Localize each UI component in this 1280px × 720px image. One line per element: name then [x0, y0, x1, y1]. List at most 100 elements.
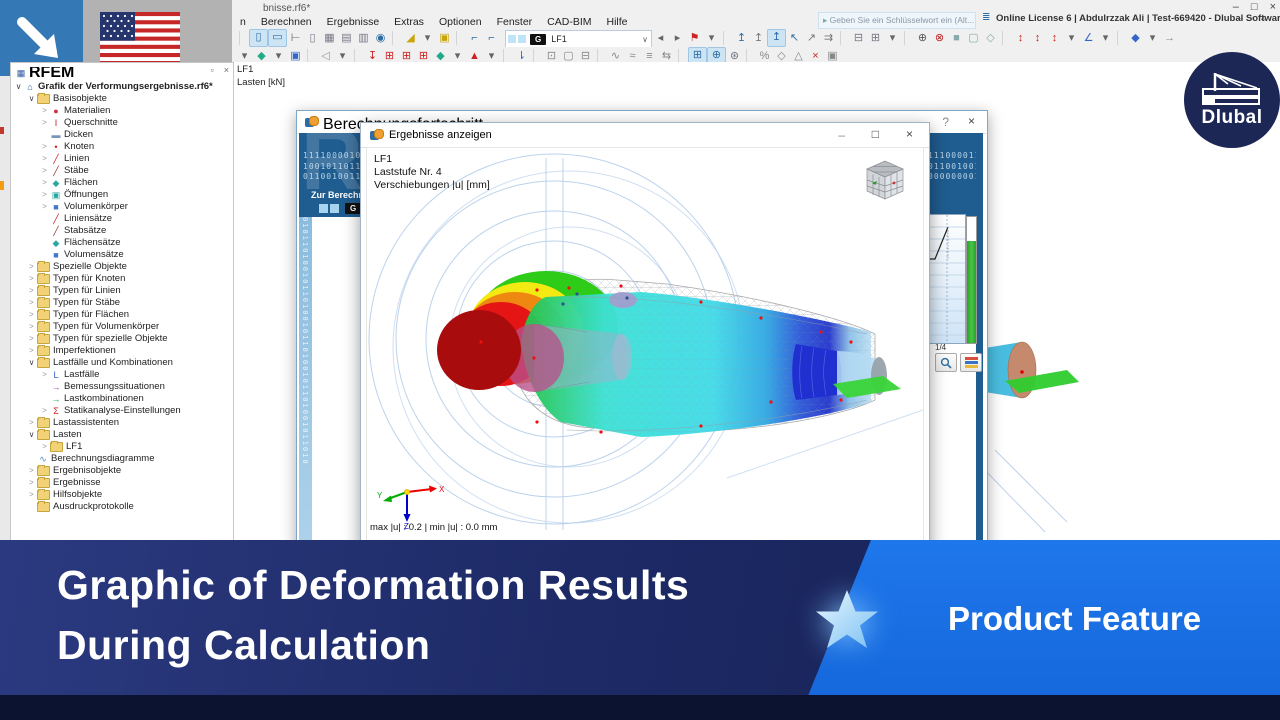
tree-item[interactable]: > Imperfektionen: [13, 345, 229, 357]
tree-chevron-icon[interactable]: >: [29, 262, 34, 271]
toolbar-icon[interactable]: ▯: [309, 32, 316, 44]
toolbar-icon[interactable]: ⊗: [934, 32, 945, 44]
tree-item-label[interactable]: Querschnitte: [64, 117, 118, 128]
toolbar-icon[interactable]: ↧: [367, 50, 378, 62]
tree-item[interactable]: > Hilfsobjekte: [13, 489, 229, 501]
tree-item-label[interactable]: Statikanalyse-Einstellungen: [64, 405, 181, 416]
toolbar-icon[interactable]: ▾: [424, 32, 431, 44]
tree-item[interactable]: > ╱ Linien: [13, 153, 229, 165]
toolbar-icon[interactable]: ◉: [375, 32, 386, 44]
toolbar-icon[interactable]: ⌐: [471, 32, 478, 44]
toolbar-icon[interactable]: ⊟: [853, 32, 864, 44]
tree-item[interactable]: ∨ Lastfälle und Kombinationen: [13, 357, 229, 369]
tree-item-label[interactable]: Typen für Stäbe: [53, 297, 121, 308]
toolbar-icon[interactable]: ▢: [968, 32, 979, 44]
tree-item-label[interactable]: Typen für Knoten: [53, 273, 126, 284]
toolbar-icon[interactable]: ↕: [1051, 32, 1058, 44]
close-icon[interactable]: ×: [1260, 13, 1266, 23]
float-icon[interactable]: ▫: [1250, 13, 1254, 23]
tree-chevron-icon[interactable]: >: [42, 118, 47, 127]
tree-chevron-icon[interactable]: >: [29, 334, 34, 343]
tree-item-label[interactable]: Volumensätze: [64, 249, 124, 260]
toolbar-icon[interactable]: ⊞: [401, 50, 412, 62]
tree-item[interactable]: > Typen für Stäbe: [13, 297, 229, 309]
view-cube-icon[interactable]: [861, 156, 909, 204]
toolbar-icon[interactable]: ◆: [436, 50, 445, 62]
toolbar-icon[interactable]: ⊡: [546, 50, 557, 62]
toolbar-icon[interactable]: ▤: [341, 32, 352, 44]
toolbar-icon[interactable]: ■: [953, 32, 960, 44]
tree-item-label[interactable]: Typen für Volumenkörper: [53, 321, 160, 332]
tree-chevron-icon[interactable]: >: [42, 142, 47, 151]
tree-item[interactable]: ■ Volumensätze: [13, 249, 229, 261]
tree-item[interactable]: > ■ Volumenkörper: [13, 201, 229, 213]
help-icon[interactable]: ?: [942, 115, 949, 129]
dialog-title-bar[interactable]: Ergebnisse anzeigen – □ ×: [361, 123, 929, 148]
tree-chevron-icon[interactable]: >: [29, 418, 34, 427]
tree-item-label[interactable]: Grafik der Verformungsergebnisse.rf6*: [38, 81, 213, 92]
toolbar-icon[interactable]: ◁: [321, 50, 330, 62]
menu-item[interactable]: Berechnen: [260, 16, 312, 28]
toolbar-icon[interactable]: ⌐: [488, 32, 495, 44]
toolbar-icon[interactable]: ◢: [406, 32, 415, 44]
tree-chevron-icon[interactable]: >: [29, 322, 34, 331]
minimize-icon[interactable]: –: [838, 128, 845, 142]
toolbar-icon[interactable]: ▣: [827, 50, 838, 62]
close-icon[interactable]: ×: [1269, 1, 1276, 13]
toolbar-icon[interactable]: △: [794, 50, 803, 62]
tree-item-label[interactable]: LF1: [66, 441, 83, 452]
toolbar-icon[interactable]: ⊕: [917, 32, 928, 44]
tree-item[interactable]: > Typen für Knoten: [13, 273, 229, 285]
tree-item[interactable]: ∿ Berechnungsdiagramme: [13, 453, 229, 465]
toolbar-icon[interactable]: ▣: [439, 32, 450, 44]
toolbar-icon[interactable]: ↕: [1017, 32, 1024, 44]
tree-item-label[interactable]: Lastfälle: [64, 369, 100, 380]
toolbar-icon[interactable]: ⇂: [516, 50, 527, 62]
tree-chevron-icon[interactable]: ∨: [28, 430, 35, 439]
toolbar-icon[interactable]: ↗: [806, 32, 817, 44]
toolbar-icon[interactable]: ⚑: [689, 32, 700, 44]
tree-item[interactable]: > Typen für Flächen: [13, 309, 229, 321]
toolbar-icon[interactable]: ∠: [1083, 32, 1094, 44]
tree-chevron-icon[interactable]: >: [29, 298, 34, 307]
tree-chevron-icon[interactable]: >: [29, 286, 34, 295]
toolbar-icon[interactable]: ⊛: [729, 50, 740, 62]
tree-item[interactable]: > ◆ Flächen: [13, 177, 229, 189]
toolbar-icon[interactable]: ▦: [324, 32, 335, 44]
tree-chevron-icon[interactable]: >: [29, 490, 34, 499]
tree-item-label[interactable]: Flächen: [64, 177, 98, 188]
toolbar-icon[interactable]: ↖: [789, 32, 800, 44]
tree-item-label[interactable]: Liniensätze: [64, 213, 113, 224]
tree-item-label[interactable]: Basisobjekte: [53, 93, 107, 104]
tree-item[interactable]: > Lastassistenten: [13, 417, 229, 429]
tree-chevron-icon[interactable]: >: [42, 106, 47, 115]
toolbar-icon[interactable]: ▾: [241, 50, 248, 62]
tree-item-label[interactable]: Typen für Flächen: [53, 309, 130, 320]
toolbar-icon[interactable]: ▾: [275, 50, 282, 62]
tree-item-label[interactable]: Ergebnisobjekte: [53, 465, 122, 476]
toolbar-icon[interactable]: ≡: [646, 50, 653, 62]
toolbar-icon[interactable]: ▥: [358, 32, 369, 44]
toolbar-icon[interactable]: ▢: [563, 50, 574, 62]
toolbar-icon[interactable]: ▲: [469, 50, 480, 62]
tree-item[interactable]: > I Querschnitte: [13, 117, 229, 129]
tree-item-label[interactable]: Lastfälle und Kombinationen: [53, 357, 173, 368]
minimize-icon[interactable]: –: [1232, 1, 1239, 13]
toolbar-icon[interactable]: ▯: [249, 29, 268, 47]
toolbar-icon[interactable]: ⊞: [870, 32, 881, 44]
tree-chevron-icon[interactable]: >: [42, 166, 47, 175]
toolbar-icon[interactable]: ▾: [1178, 30, 1182, 46]
tree-chevron-icon[interactable]: ∨: [28, 358, 35, 367]
tree-item-label[interactable]: Typen für Linien: [53, 285, 121, 296]
tree-chevron-icon[interactable]: >: [29, 346, 34, 355]
tree-item[interactable]: > Typen für spezielle Objekte: [13, 333, 229, 345]
menu-item[interactable]: Fenster: [496, 16, 533, 28]
menu-item[interactable]: CAD-BIM: [547, 16, 592, 28]
toolbar-icon[interactable]: ▣: [290, 50, 301, 62]
toolbar-icon[interactable]: ⊢: [290, 32, 301, 44]
toolbar-icon[interactable]: ↥: [736, 32, 747, 44]
tree-chevron-icon[interactable]: >: [42, 178, 47, 187]
tree-chevron-icon[interactable]: >: [42, 190, 47, 199]
minimize-icon[interactable]: –: [1238, 13, 1244, 23]
menu-item[interactable]: Optionen: [438, 16, 482, 28]
